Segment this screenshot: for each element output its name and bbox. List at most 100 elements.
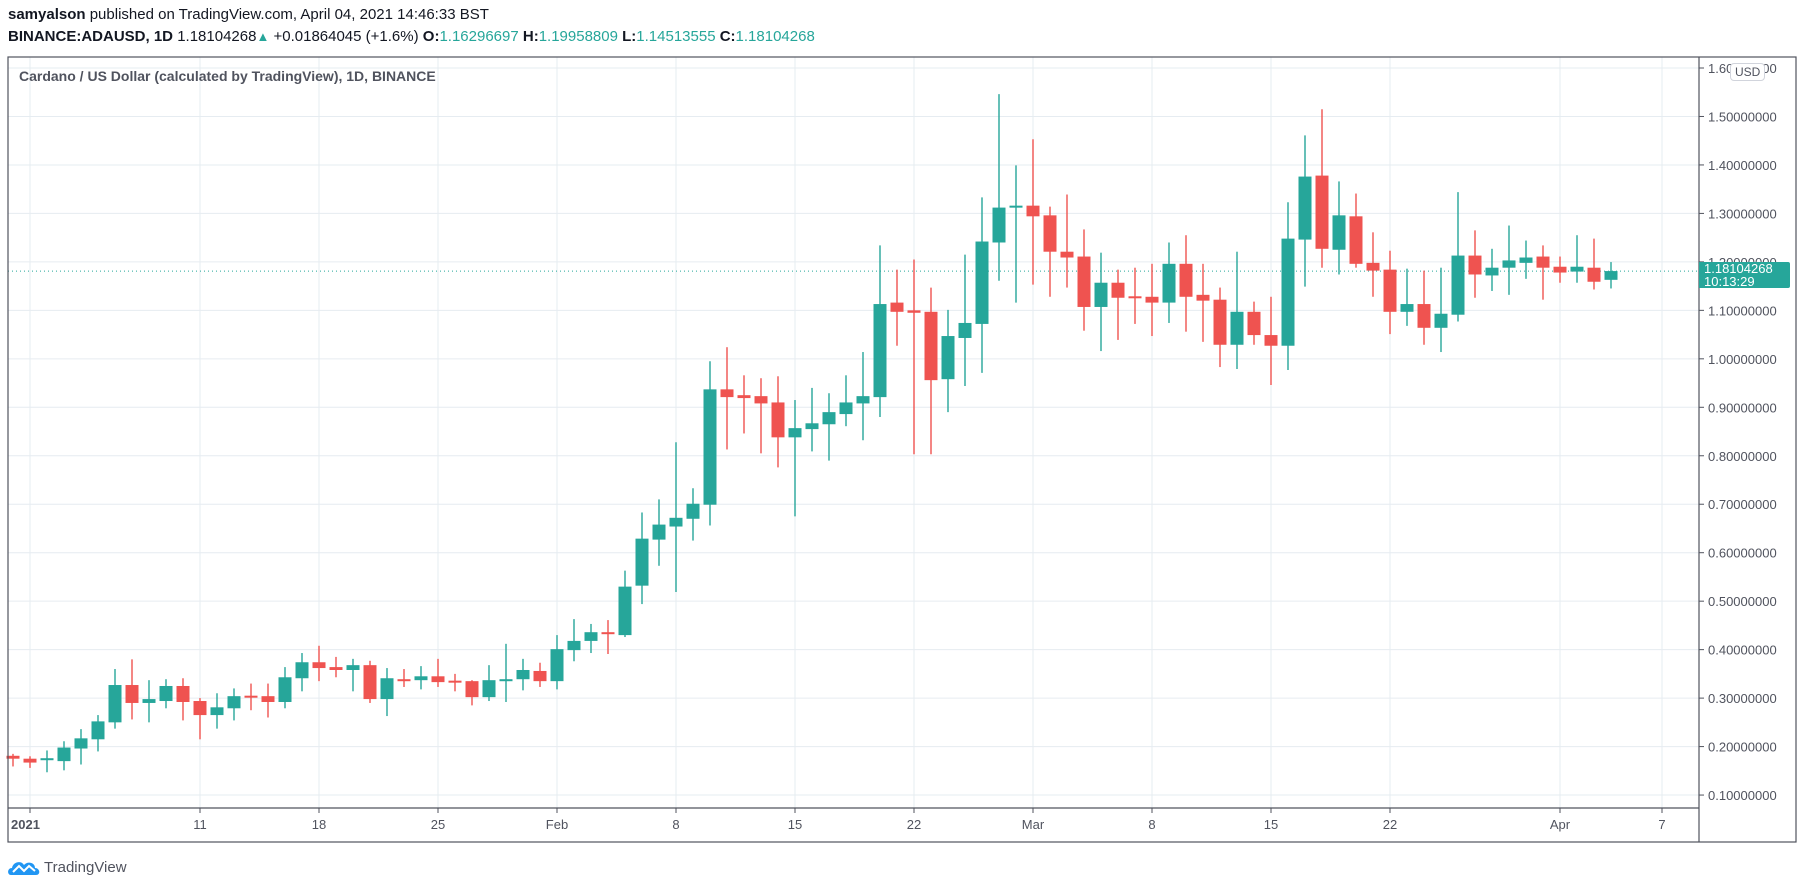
candle (856, 352, 870, 441)
candle-body (91, 721, 105, 740)
candle (1213, 287, 1227, 368)
candle-body (584, 632, 598, 641)
candle-body (193, 701, 207, 716)
time-tick-label: Mar (1022, 817, 1045, 832)
candle (397, 669, 411, 687)
time-axis[interactable]: 2021 11 18 25 Feb 8 15 22 Mar 8 15 22 Apr 7 (11, 808, 1666, 832)
candle (1162, 242, 1176, 323)
candle-body (414, 676, 428, 681)
candle (805, 387, 819, 452)
candle (1060, 194, 1074, 288)
time-tick-label: 8 (672, 817, 679, 832)
candle-body (1281, 238, 1295, 346)
time-tick-label: 11 (193, 817, 207, 832)
open-label: O: (422, 28, 440, 45)
candle (1145, 263, 1159, 337)
candle-body (533, 670, 547, 682)
low-value: 1.14513555 (636, 28, 716, 45)
candle (1383, 250, 1397, 335)
candle-body (720, 389, 734, 398)
price-axis[interactable]: 1.600000001.500000001.400000001.30000000… (1699, 61, 1777, 803)
candle-body (703, 389, 717, 505)
candle (159, 679, 173, 709)
candle (533, 662, 547, 687)
candle-body (1026, 205, 1040, 217)
time-tick-label: 15 (1264, 817, 1278, 832)
candle-body (1536, 256, 1550, 268)
candle (482, 665, 496, 702)
time-tick-label: 22 (1383, 817, 1397, 832)
candle (941, 309, 955, 413)
candle-body (6, 755, 20, 759)
price-tick-label: 0.50000000 (1708, 594, 1777, 609)
candle (686, 488, 700, 541)
candle-body (1196, 294, 1210, 301)
candle (329, 656, 343, 678)
price-badge-countdown: 10:13:29 (1704, 274, 1755, 289)
candle (1570, 235, 1584, 283)
candle (312, 645, 326, 682)
high-label: H: (522, 28, 539, 45)
candle-body (329, 667, 343, 670)
candle (1366, 232, 1380, 297)
candle (1298, 135, 1312, 287)
price-tick-label: 0.80000000 (1708, 449, 1777, 464)
candle (924, 287, 938, 455)
candles (6, 94, 1618, 773)
tradingview-logo[interactable]: TradingView (7, 857, 127, 877)
candle (788, 400, 802, 517)
candle-body (907, 310, 921, 313)
price-badge-value: 1.18104268 (1704, 261, 1773, 276)
ohlc-legend: BINANCE:ADAUSD, 1D 1.18104268▲ +0.018640… (8, 28, 815, 46)
candle-body (975, 241, 989, 324)
candle (652, 499, 666, 566)
candle-body (57, 747, 71, 762)
candle-body (1349, 216, 1363, 264)
time-tick-label: 2021 (11, 817, 40, 832)
candle (584, 623, 598, 654)
price-tick-label: 1.10000000 (1708, 303, 1777, 318)
candle-body (346, 665, 360, 670)
candle (57, 741, 71, 771)
candle (448, 673, 462, 692)
candle-body (1485, 267, 1499, 276)
publish-text: published on TradingView.com, April 04, … (85, 6, 489, 23)
currency-badge[interactable]: USD (1730, 63, 1766, 81)
candle (1196, 263, 1210, 342)
candle-body (1315, 175, 1329, 249)
tradingview-cloud-icon (8, 862, 40, 875)
last-price-badge: 1.18104268 10:13:29 (1699, 262, 1790, 288)
candle-body (40, 758, 54, 761)
candle (771, 376, 785, 468)
up-arrow-icon: ▲ (256, 29, 270, 44)
candle (499, 643, 513, 702)
price-change: +0.01864045 (+1.6%) (273, 28, 419, 45)
candle (91, 715, 105, 752)
open-value: 1.16296697 (439, 28, 519, 45)
candle (193, 698, 207, 740)
candle (1077, 229, 1091, 331)
time-tick-label: 25 (431, 817, 445, 832)
candle (244, 683, 258, 711)
candle-body (567, 640, 581, 651)
candle (465, 680, 479, 706)
candle (1179, 235, 1193, 332)
candle-body (1468, 255, 1482, 275)
candle-body (227, 696, 241, 709)
low-label: L: (622, 28, 637, 45)
candle (1417, 270, 1431, 345)
candle (1281, 202, 1295, 370)
candle-body (142, 699, 156, 703)
candle-body (1111, 282, 1125, 298)
candle (890, 269, 904, 346)
candle (261, 683, 275, 718)
candle-body (397, 679, 411, 682)
candle-body (244, 695, 258, 698)
candle-body (550, 649, 564, 682)
candle (1349, 193, 1363, 268)
candle (1128, 267, 1142, 324)
time-tick-label: 7 (1658, 817, 1665, 832)
candle (363, 660, 377, 703)
logo-text: TradingView (44, 858, 127, 876)
